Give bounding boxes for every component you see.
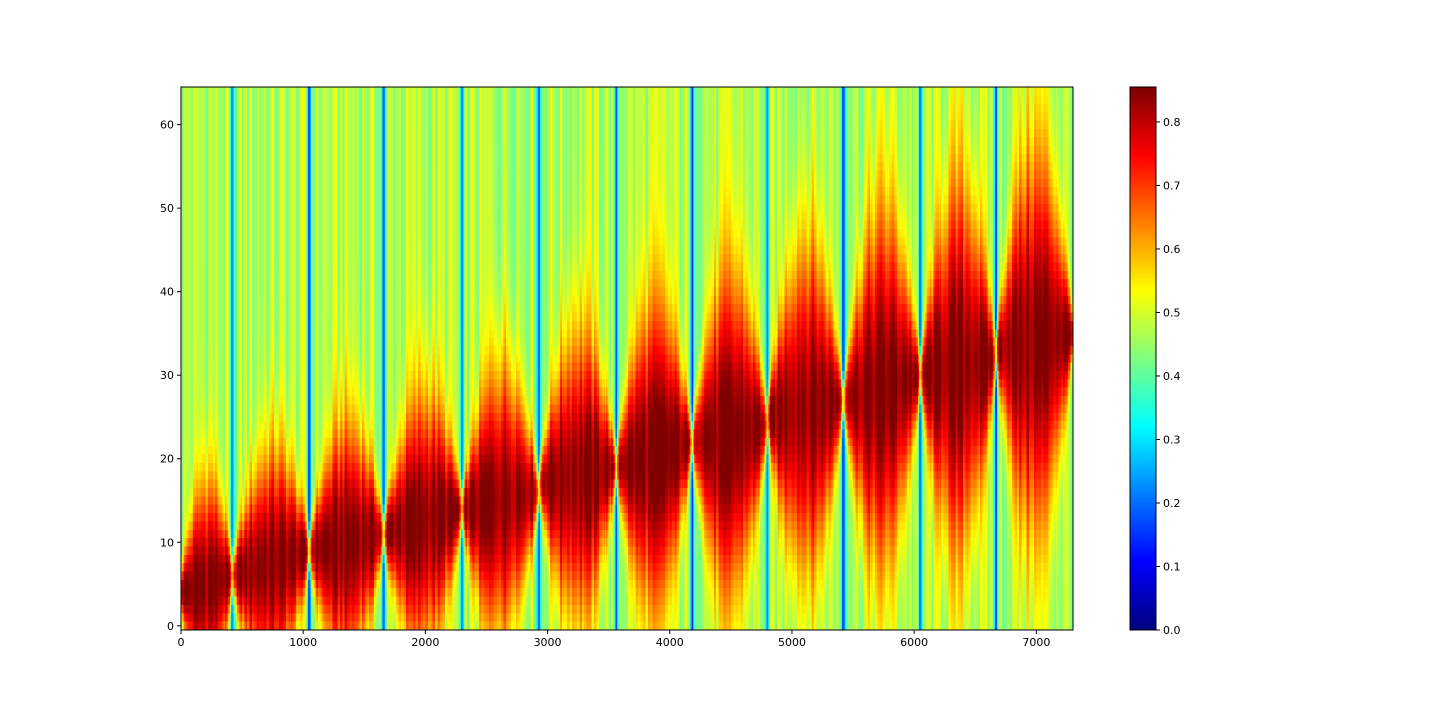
colorbar-tick-label: 0.0 (1163, 624, 1181, 637)
x-tick-label: 6000 (900, 636, 928, 649)
x-tick-label: 3000 (534, 636, 562, 649)
y-tick-label: 0 (167, 620, 174, 633)
y-tick-label: 20 (160, 453, 174, 466)
colorbar-tick-label: 0.1 (1163, 560, 1181, 573)
y-tick-label: 10 (160, 536, 174, 549)
heatmap-image (181, 87, 1073, 630)
y-tick-label: 50 (160, 202, 174, 215)
y-tick-label: 60 (160, 119, 174, 132)
x-tick-label: 1000 (289, 636, 317, 649)
x-tick-label: 4000 (656, 636, 684, 649)
x-tick-label: 2000 (411, 636, 439, 649)
colorbar-gradient (1130, 87, 1156, 630)
colorbar-tick-label: 0.6 (1163, 243, 1181, 256)
colorbar-tick-label: 0.4 (1163, 370, 1181, 383)
colorbar-tick-label: 0.8 (1163, 116, 1181, 129)
colorbar-frame (1129, 86, 1157, 631)
x-tick-label: 7000 (1022, 636, 1050, 649)
x-tick-label: 5000 (778, 636, 806, 649)
colorbar-tick-label: 0.3 (1163, 433, 1181, 446)
x-tick-label: 0 (178, 636, 185, 649)
colorbar-tick-label: 0.5 (1163, 306, 1181, 319)
y-tick-label: 30 (160, 369, 174, 382)
colorbar-tick-label: 0.7 (1163, 179, 1181, 192)
y-tick-label: 40 (160, 286, 174, 299)
colorbar-tick-label: 0.2 (1163, 497, 1181, 510)
plot-frame (180, 86, 1074, 631)
